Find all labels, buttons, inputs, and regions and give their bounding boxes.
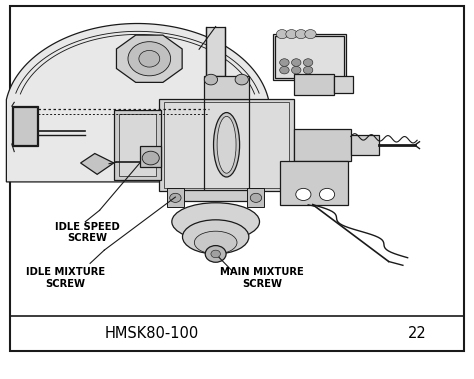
- Circle shape: [303, 66, 313, 74]
- Circle shape: [280, 66, 289, 74]
- Circle shape: [286, 30, 297, 39]
- Bar: [280, 161, 348, 205]
- Circle shape: [292, 59, 301, 66]
- Polygon shape: [81, 153, 114, 174]
- Circle shape: [280, 59, 289, 66]
- Bar: [164, 102, 289, 188]
- Bar: [167, 188, 184, 207]
- Text: MAIN MIXTURE
SCREW: MAIN MIXTURE SCREW: [220, 267, 304, 289]
- Bar: [140, 146, 161, 167]
- Circle shape: [235, 74, 248, 85]
- Text: IDLE SPEED
SCREW: IDLE SPEED SCREW: [55, 222, 119, 243]
- Ellipse shape: [213, 113, 239, 177]
- Polygon shape: [117, 35, 182, 82]
- Circle shape: [250, 193, 262, 202]
- Bar: [13, 107, 37, 145]
- Text: IDLE MIXTURE
SCREW: IDLE MIXTURE SCREW: [26, 267, 105, 289]
- Circle shape: [296, 188, 311, 200]
- Bar: [204, 76, 249, 99]
- Circle shape: [204, 74, 218, 85]
- Ellipse shape: [182, 220, 249, 254]
- Bar: [294, 129, 351, 161]
- Circle shape: [319, 188, 335, 200]
- Bar: [247, 188, 264, 207]
- Ellipse shape: [172, 203, 259, 241]
- Bar: [334, 76, 353, 93]
- Bar: [12, 106, 38, 146]
- Circle shape: [276, 30, 288, 39]
- Circle shape: [205, 246, 226, 262]
- Circle shape: [170, 193, 181, 202]
- Ellipse shape: [194, 231, 237, 254]
- Polygon shape: [6, 23, 269, 182]
- Circle shape: [305, 30, 316, 39]
- Text: 22: 22: [408, 326, 427, 341]
- Bar: [273, 34, 346, 80]
- Bar: [206, 27, 225, 76]
- Circle shape: [211, 250, 220, 258]
- Bar: [159, 99, 294, 191]
- Text: HMSK80-100: HMSK80-100: [105, 326, 199, 341]
- Circle shape: [292, 66, 301, 74]
- Bar: [173, 190, 261, 201]
- Circle shape: [295, 30, 307, 39]
- Circle shape: [139, 50, 160, 67]
- Bar: [114, 110, 161, 180]
- Circle shape: [142, 151, 159, 165]
- Bar: [275, 36, 344, 78]
- Bar: [294, 74, 334, 95]
- Ellipse shape: [217, 116, 236, 173]
- Circle shape: [128, 42, 171, 76]
- Bar: [118, 114, 156, 176]
- Bar: [351, 135, 379, 155]
- Circle shape: [303, 59, 313, 66]
